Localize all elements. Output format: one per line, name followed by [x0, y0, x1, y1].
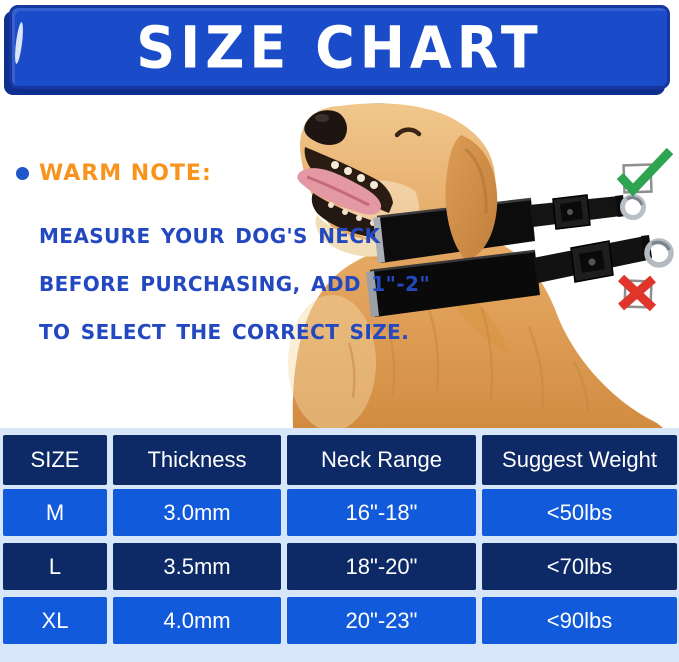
correct-indicator [616, 147, 674, 197]
col-header-neck-range: Neck Range [287, 435, 476, 485]
dog-ear [445, 135, 498, 261]
warm-note-line-1: MEASURE YOUR DOG'S NECK [39, 224, 381, 248]
row-l-weight: <70lbs [482, 543, 677, 590]
size-table: SIZE Thickness Neck Range Suggest Weight… [0, 428, 679, 662]
size-chart-banner: SIZE CHART [9, 5, 670, 89]
check-mark-icon [616, 147, 674, 197]
ear-shading [464, 147, 488, 214]
warm-note-label: WARM NOTE: [39, 160, 212, 186]
collar-keeper [373, 217, 385, 263]
warm-note-line-2: BEFORE PURCHASING, ADD 1"-2" [39, 272, 431, 296]
row-m-weight: <50lbs [482, 489, 677, 536]
collar-incorrect [366, 235, 674, 317]
row-xl-neck: 20"-23" [287, 597, 476, 644]
row-m-neck: 16"-18" [287, 489, 476, 536]
incorrect-indicator [617, 274, 657, 312]
cross-mark-icon [617, 274, 657, 312]
row-m-size: M [3, 489, 107, 536]
dog-chin [315, 215, 390, 257]
col-header-suggest-weight: Suggest Weight [482, 435, 677, 485]
collar-keeper [366, 271, 379, 317]
collar-correct-hardware [552, 194, 646, 230]
col-header-size: SIZE [3, 435, 107, 485]
dog-nose [304, 110, 347, 145]
warm-note: WARM NOTE: MEASURE YOUR DOG'S NECK BEFOR… [16, 160, 430, 345]
col-header-thickness: Thickness [113, 435, 281, 485]
dog-illustration [229, 95, 679, 431]
row-l-thickness: 3.5mm [113, 543, 281, 590]
row-l-neck: 18"-20" [287, 543, 476, 590]
size-table-grid: SIZE Thickness Neck Range Suggest Weight… [3, 435, 677, 644]
fur-texture [347, 306, 590, 414]
page-title: SIZE CHART [136, 12, 543, 82]
row-xl-thickness: 4.0mm [113, 597, 281, 644]
bullet-icon [16, 166, 29, 180]
row-l-size: L [3, 543, 107, 590]
row-xl-weight: <90lbs [482, 597, 677, 644]
dog-svg [288, 103, 674, 431]
dog-teeth-upper [331, 161, 378, 189]
row-xl-size: XL [3, 597, 107, 644]
tongue-crease [306, 175, 370, 207]
dog-eye [394, 127, 422, 138]
nose-highlight [315, 114, 329, 122]
warm-note-header: WARM NOTE: [16, 160, 430, 186]
warm-note-line-3: TO SELECT THE CORRECT SIZE. [39, 320, 410, 344]
row-m-thickness: 3.0mm [113, 489, 281, 536]
